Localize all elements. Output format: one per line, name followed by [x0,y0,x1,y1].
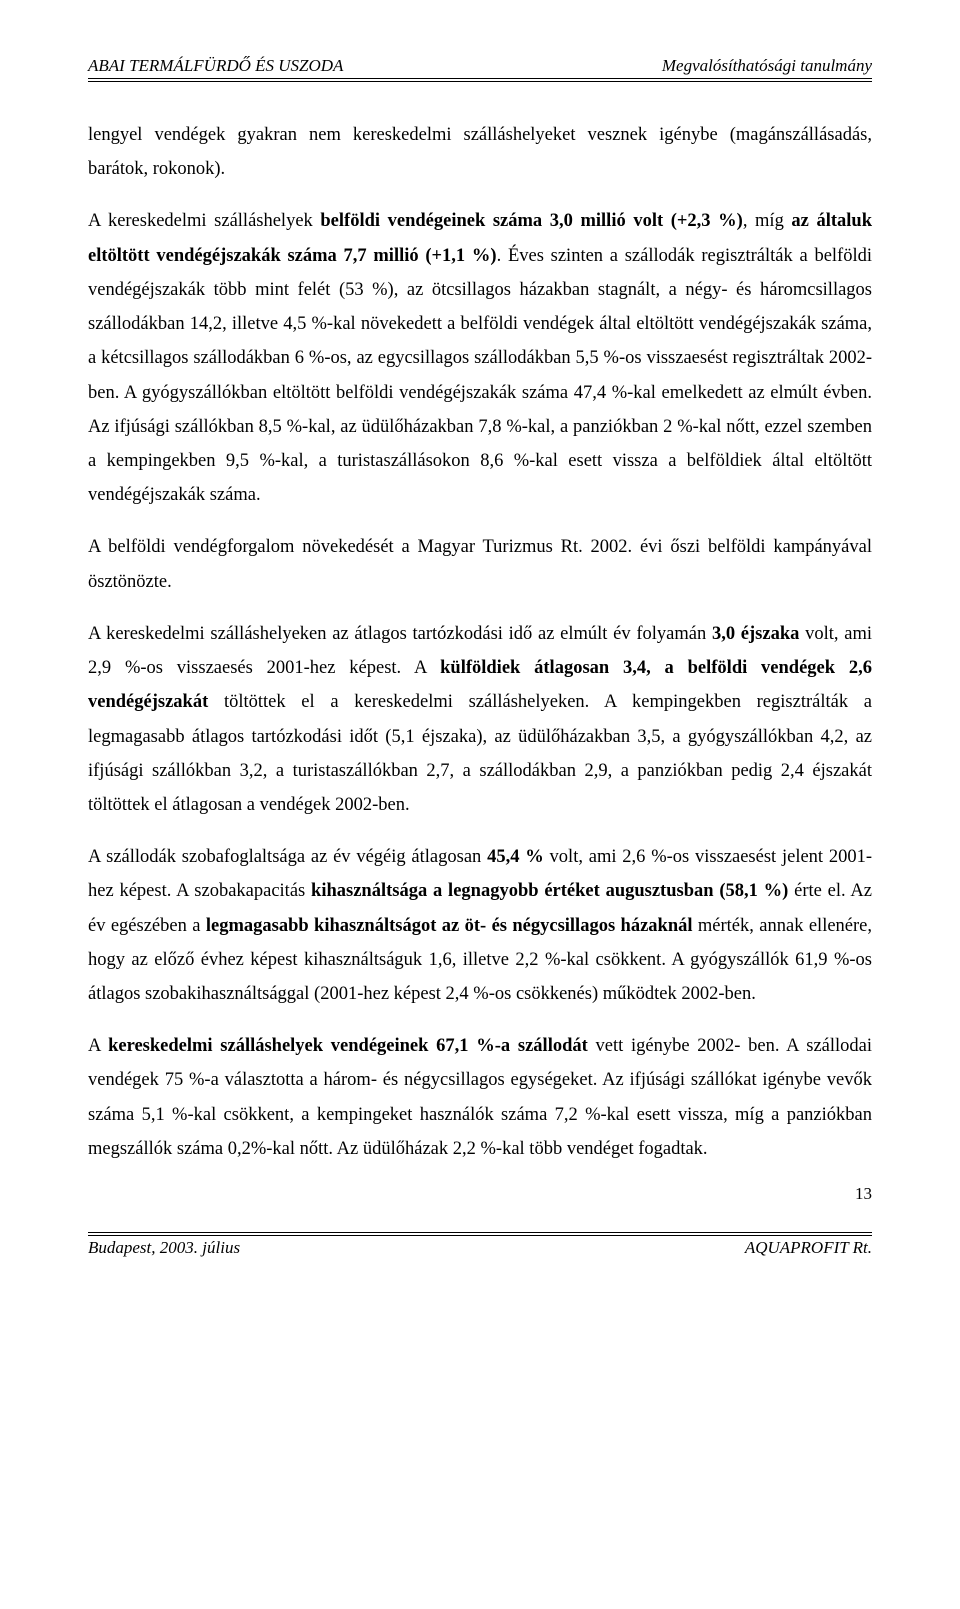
paragraph-1: lengyel vendégek gyakran nem kereskedelm… [88,118,872,186]
text: . Éves szinten a szállodák regisztrálták… [88,246,872,506]
text: A kereskedelmi szálláshelyeken az átlago… [88,624,712,644]
text: A kereskedelmi szálláshelyek [88,211,320,231]
text: A szállodák szobafoglaltsága az év végéi… [88,847,487,867]
bold-text: 45,4 % [487,847,544,867]
header-right: Megvalósíthatósági tanulmány [662,56,872,76]
paragraph-3: A belföldi vendégforgalom növekedését a … [88,530,872,598]
page-number: 13 [88,1184,872,1204]
bold-text: belföldi vendégeinek száma 3,0 millió vo… [320,211,742,231]
paragraph-5: A szállodák szobafoglaltsága az év végéi… [88,840,872,1011]
bold-text: kereskedelmi szálláshelyek vendégeinek 6… [108,1036,588,1056]
footer-right: AQUAPROFIT Rt. [745,1238,872,1258]
page-footer: Budapest, 2003. július AQUAPROFIT Rt. [88,1238,872,1258]
footer-divider [88,1232,872,1236]
paragraph-2: A kereskedelmi szálláshelyek belföldi ve… [88,204,872,512]
header-left: ABAI TERMÁLFÜRDŐ ÉS USZODA [88,56,343,76]
text: , míg [743,211,792,231]
text: A [88,1036,108,1056]
bold-text: legmagasabb kihasználtságot az öt- és né… [206,916,693,936]
paragraph-6: A kereskedelmi szálláshelyek vendégeinek… [88,1029,872,1166]
header-divider [88,78,872,82]
footer-left: Budapest, 2003. július [88,1238,240,1258]
page-header: ABAI TERMÁLFÜRDŐ ÉS USZODA Megvalósíthat… [88,56,872,76]
paragraph-4: A kereskedelmi szálláshelyeken az átlago… [88,617,872,822]
bold-text: 3,0 éjszaka [712,624,799,644]
bold-text: kihasználtsága a legnagyobb értéket augu… [311,881,788,901]
